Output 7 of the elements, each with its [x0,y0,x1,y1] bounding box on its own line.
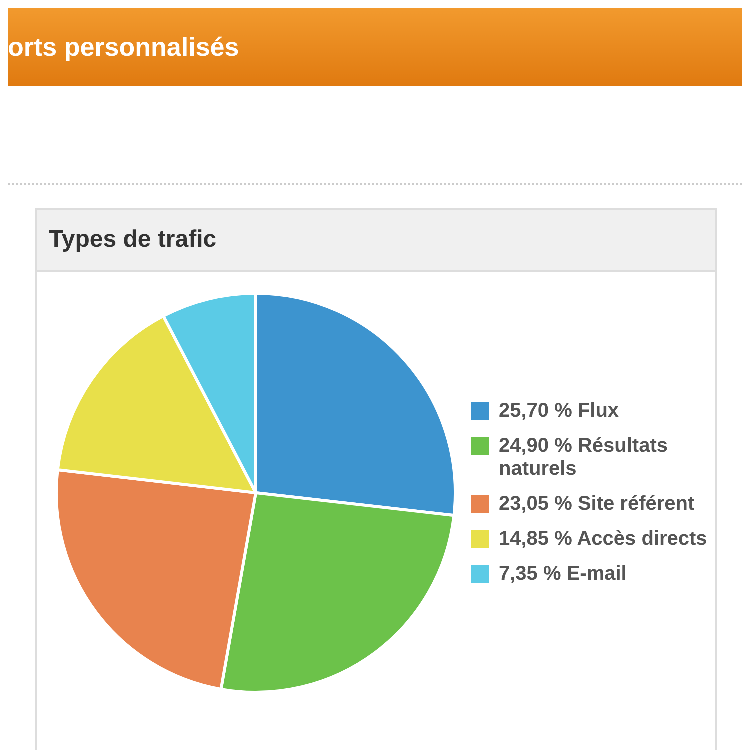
legend-label: 25,70 % Flux [499,400,620,423]
legend-label: 7,35 % E-mail [499,563,627,586]
chart-title: Types de trafic [37,210,715,272]
legend-label: 23,05 % Site référent [499,493,695,516]
text: orts personnalisés [8,32,240,62]
legend-label: 24,90 % Résultats naturels [499,435,669,481]
legend-label: 14,85 % Accès directs [499,528,708,551]
